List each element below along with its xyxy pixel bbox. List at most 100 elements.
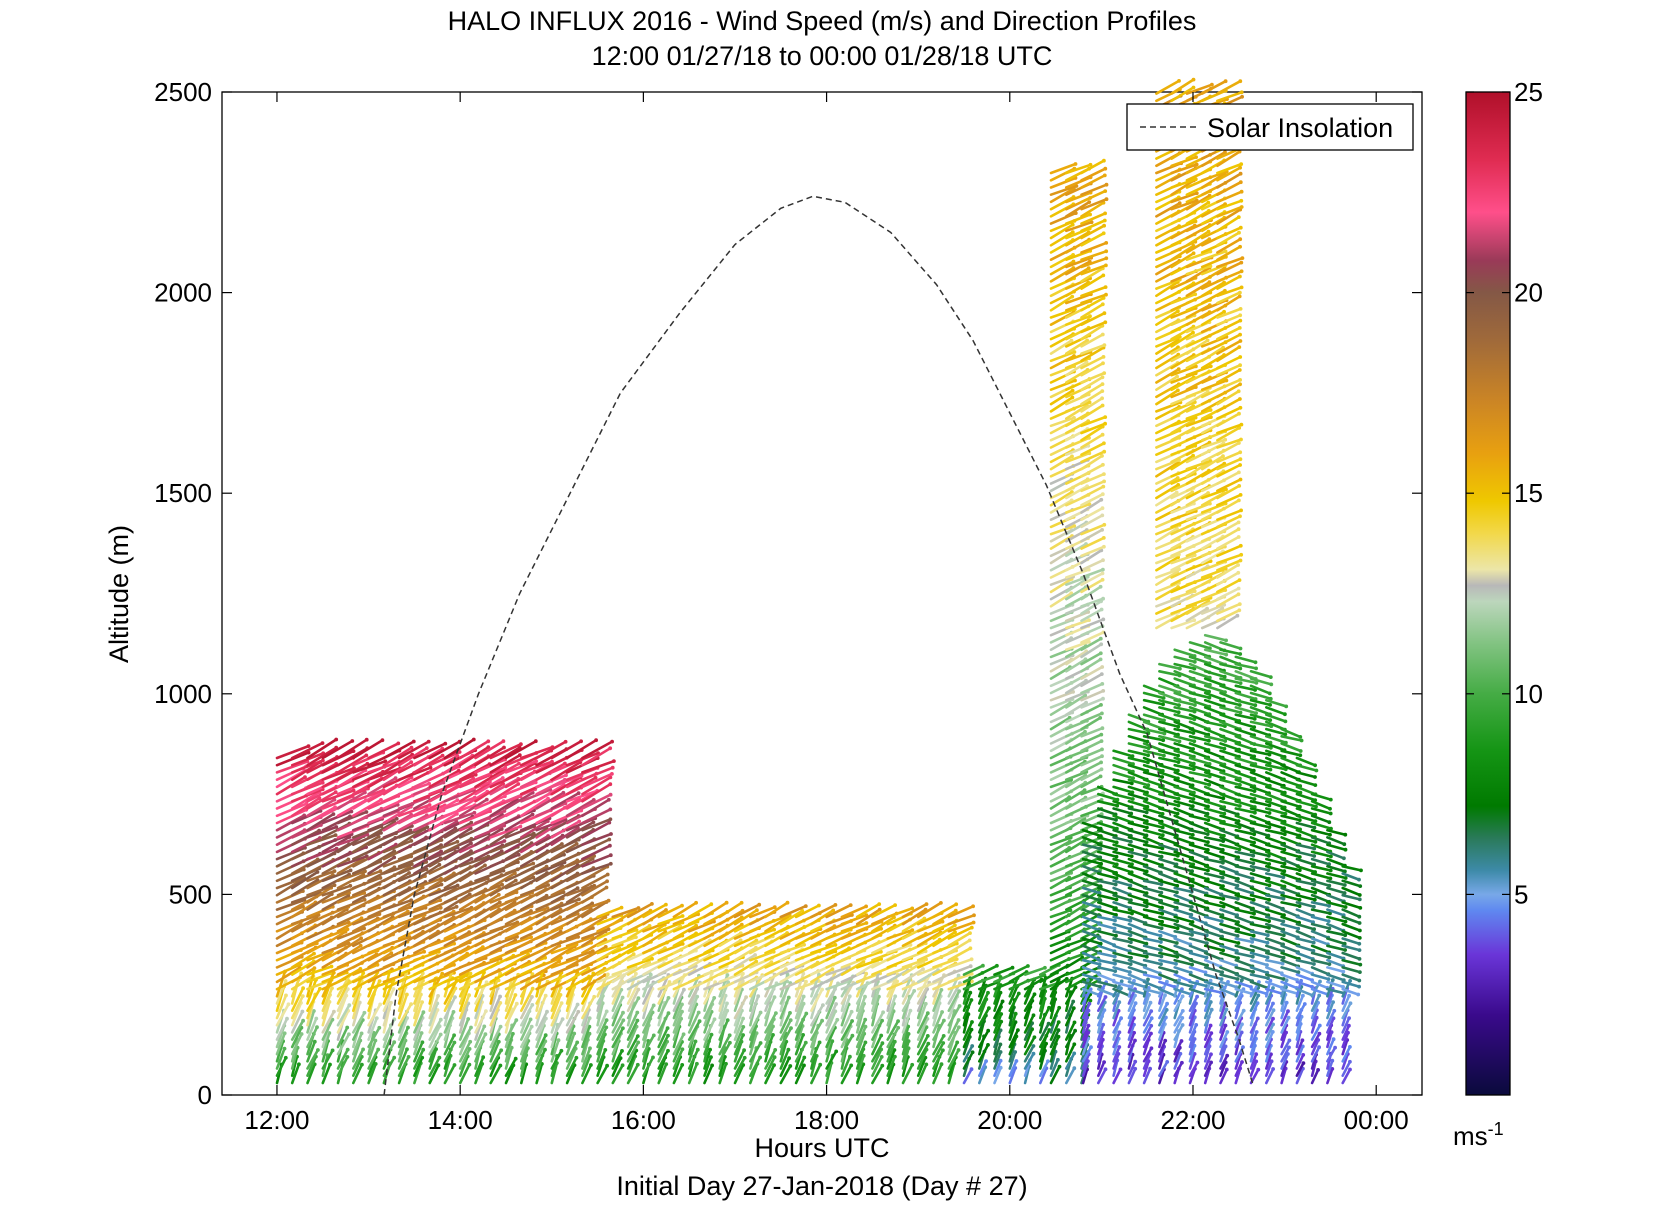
wind-arrow (1127, 857, 1148, 867)
wind-arrow (1080, 189, 1107, 204)
wind-arrow-head (1071, 999, 1076, 1004)
wind-arrow-head (741, 1025, 746, 1029)
wind-arrow-head (879, 949, 883, 954)
wind-arrow (916, 1017, 929, 1041)
wind-arrow-head (831, 908, 836, 913)
wind-arrow-head (608, 861, 613, 866)
wind-arrow-head (695, 1047, 700, 1052)
wind-arrow (550, 1038, 560, 1063)
wind-arrow-head (754, 938, 759, 943)
wind-arrow (657, 1026, 669, 1049)
wind-arrow (1065, 277, 1092, 290)
wind-arrow-head (879, 1033, 884, 1038)
wind-arrow-head (425, 806, 430, 811)
wind-arrow-head (1070, 388, 1075, 393)
wind-arrow (474, 1009, 488, 1034)
wind-arrow (1080, 267, 1105, 283)
wind-arrow (565, 884, 596, 897)
wind-arrow (1065, 1066, 1076, 1085)
wind-arrow (871, 1019, 884, 1041)
wind-arrow (1188, 698, 1211, 708)
wind-arrow-head (1103, 415, 1108, 419)
wind-arrow-head (969, 972, 974, 976)
wind-arrow (413, 1056, 424, 1077)
wind-arrow-head (603, 1048, 608, 1052)
wind-arrow-head (1102, 449, 1107, 454)
wind-arrow (321, 858, 350, 875)
wind-arrow (1142, 980, 1162, 990)
wind-arrow (474, 957, 502, 969)
wind-arrow (1080, 748, 1104, 760)
wind-arrow-head (545, 1009, 549, 1014)
wind-arrow (1081, 886, 1101, 895)
wind-arrow (321, 930, 347, 948)
wind-arrow (290, 913, 320, 926)
wind-arrow-head (1144, 833, 1149, 838)
wind-arrow-head (1102, 173, 1107, 178)
wind-arrow (1008, 1012, 1018, 1034)
wind-arrow-head (726, 980, 730, 985)
wind-arrow-head (908, 943, 913, 947)
wind-arrow (504, 759, 538, 774)
wind-arrow (1127, 864, 1148, 873)
wind-arrow (1097, 1023, 1105, 1041)
wind-arrow (1049, 307, 1077, 319)
wind-arrow-head (1100, 711, 1104, 716)
wind-arrow-head (1102, 223, 1106, 228)
wind-arrow (1158, 706, 1180, 714)
wind-arrow-head (666, 996, 671, 1000)
wind-arrow-head (486, 745, 491, 750)
wind-arrow (290, 960, 316, 976)
wind-arrow (321, 835, 351, 854)
wind-arrow-head (422, 949, 426, 954)
wind-arrow (535, 842, 564, 861)
wind-arrow-head (998, 1065, 1003, 1070)
wind-arrow (351, 1063, 364, 1085)
wind-arrow-head (1114, 913, 1118, 917)
wind-arrow-head (346, 920, 351, 925)
wind-arrow (1081, 908, 1102, 918)
wind-arrow-head (405, 1047, 409, 1052)
wind-arrow (382, 871, 411, 890)
wind-arrow-head (724, 1061, 728, 1066)
wind-arrow (840, 1055, 852, 1077)
wind-arrow (1080, 608, 1103, 623)
wind-arrow (550, 791, 580, 810)
wind-arrow (1188, 1044, 1196, 1063)
wind-arrow (1142, 1001, 1152, 1020)
wind-arrow (1173, 828, 1195, 837)
wind-arrow (1081, 1059, 1090, 1077)
wind-arrow-head (1046, 1059, 1050, 1064)
wind-arrow (993, 1050, 1002, 1070)
wind-arrow (1049, 187, 1076, 204)
wind-arrow-head (1102, 441, 1106, 446)
wind-arrow-head (1113, 961, 1117, 966)
wind-arrow (1173, 655, 1197, 664)
wind-arrow-head (484, 1009, 488, 1013)
wind-arrow (1112, 1000, 1121, 1020)
wind-arrow-head (912, 989, 917, 993)
wind-arrow (1173, 1061, 1184, 1077)
wind-arrow (306, 979, 333, 991)
wind-arrow-head (821, 1003, 825, 1007)
wind-arrow-head (971, 920, 976, 925)
wind-arrow-head (1117, 1030, 1122, 1035)
wind-arrow-head (349, 809, 354, 814)
wind-arrow (1142, 951, 1163, 958)
wind-arrow (596, 972, 622, 984)
wind-arrow-head (1070, 454, 1074, 459)
wind-arrow (1065, 839, 1086, 854)
wind-arrow-head (560, 1017, 565, 1021)
wind-arrow (1188, 734, 1211, 743)
wind-arrow-head (834, 1002, 838, 1006)
wind-arrow (351, 759, 387, 774)
wind-arrow (932, 1019, 946, 1041)
wind-arrow (855, 1032, 866, 1056)
wind-arrow (581, 776, 612, 796)
wind-arrow-head (1114, 897, 1119, 902)
wind-arrow (428, 1056, 441, 1077)
wind-arrow (443, 952, 469, 969)
wind-arrow (1203, 966, 1224, 974)
wind-arrow-head (710, 1063, 714, 1068)
wind-arrow-head (803, 1040, 808, 1045)
